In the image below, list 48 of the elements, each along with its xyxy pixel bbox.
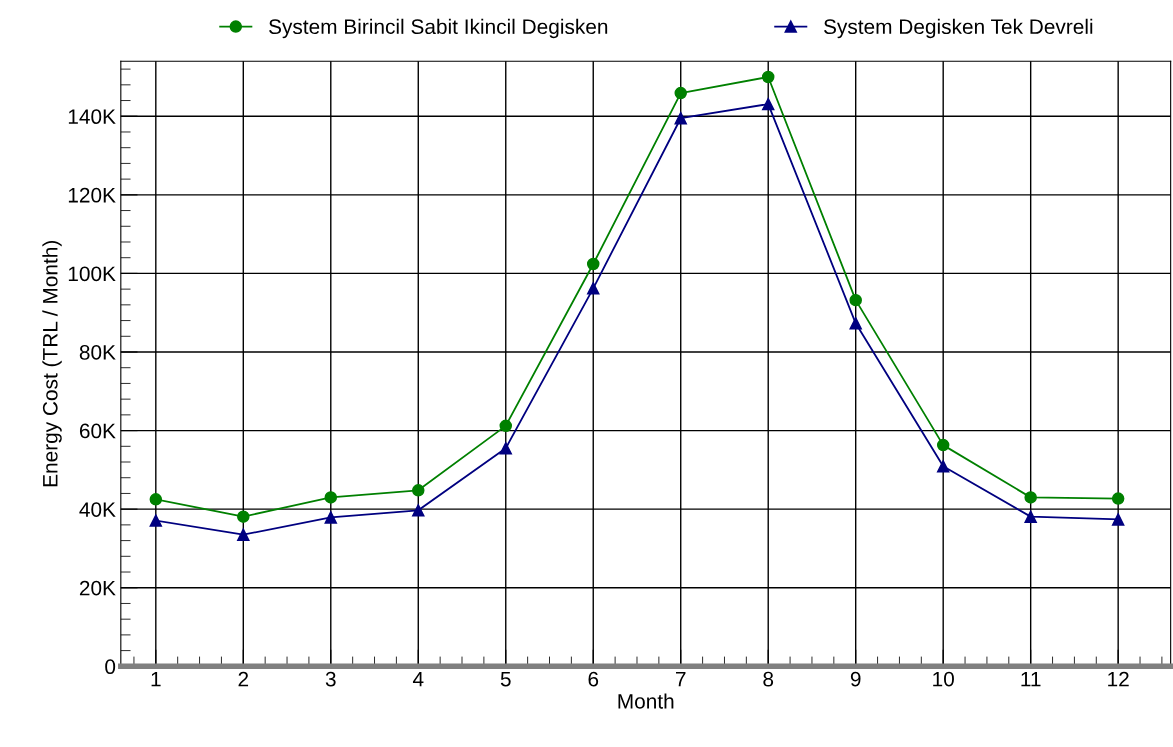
x-axis-title: Month [618, 693, 674, 709]
y-tick-label: 100K [68, 266, 116, 282]
x-tick-label: 6 [588, 671, 599, 687]
y-tick-label: 20K [79, 580, 116, 596]
point [1024, 510, 1037, 523]
point [499, 442, 513, 455]
point [674, 86, 687, 100]
point [936, 460, 950, 473]
y-axis-title: Energy Cost (TRL / Month) [42, 241, 62, 487]
point [586, 257, 600, 271]
x-tick-label: 7 [676, 671, 686, 687]
y-tick-label: 0 [105, 659, 116, 675]
y-tick-label: 60K [79, 423, 116, 439]
point [149, 514, 163, 527]
y-tick-label: 40K [79, 502, 116, 517]
x-tick-label: 3 [325, 671, 336, 687]
point [324, 491, 338, 504]
x-tick-label: 11 [1021, 671, 1041, 687]
y-tick-label: 80K [79, 345, 116, 360]
point [237, 528, 250, 541]
point [849, 317, 862, 330]
y-tick-label: 140K [68, 109, 116, 125]
point [1111, 492, 1125, 505]
point [237, 510, 250, 523]
point [149, 493, 163, 506]
point [1024, 491, 1037, 504]
point [674, 111, 687, 125]
x-tick-label: 10 [933, 671, 954, 687]
point [499, 419, 513, 433]
x-tick-label: 2 [238, 671, 249, 687]
point [849, 293, 862, 307]
x-tick-label: 12 [1108, 671, 1129, 687]
x-tick-label: 8 [763, 671, 774, 687]
point [412, 484, 425, 497]
x-tick-label: 4 [412, 671, 424, 687]
x-tick-label: 5 [500, 671, 511, 687]
y-tick-label: 120K [68, 187, 116, 203]
legend-label: System Birincil Sabit Ikincil Degisken [269, 18, 608, 39]
point [761, 70, 775, 84]
point [761, 97, 775, 111]
point [324, 511, 338, 524]
point [1111, 513, 1125, 526]
point [936, 438, 950, 452]
x-tick-label: 9 [850, 671, 861, 687]
point [586, 282, 600, 295]
x-tick-label: 1 [151, 671, 161, 687]
point [412, 504, 425, 517]
legend-label: System Degisken Tek Devreli [824, 18, 1093, 39]
